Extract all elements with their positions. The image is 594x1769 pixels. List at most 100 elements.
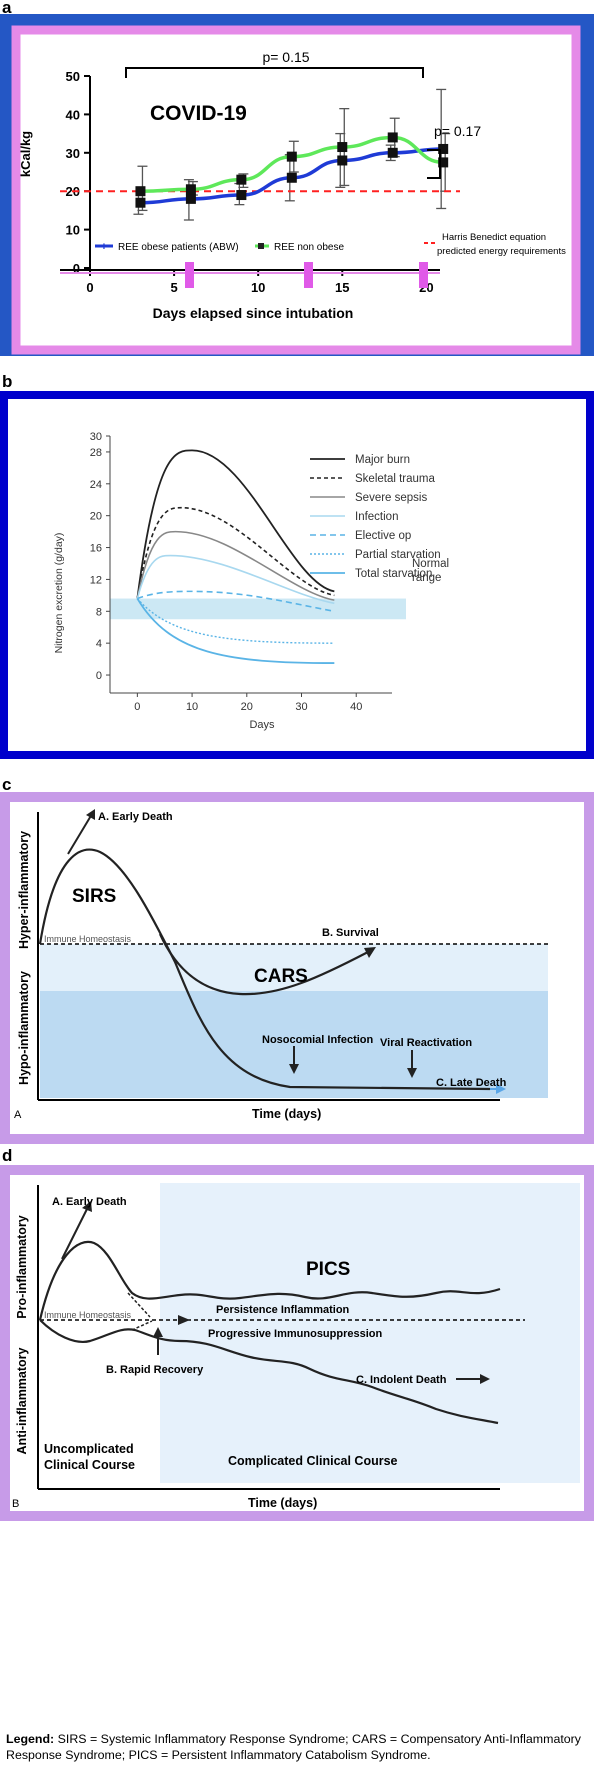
panel-b-curve-skeletal-trauma [136,506,335,599]
panel-a-chart: 0102030405005101520 COVID-19 kCal/kg Day… [0,14,594,356]
nonobese-point [286,151,297,162]
panel-d-complicated-label: Complicated Clinical Course [228,1454,398,1468]
panel-a-xtick-label: 5 [170,280,177,295]
p015-bracket [125,67,424,78]
panel-d-indolent-arrowhead [480,1374,490,1384]
panel-d-uncomplicated-2: Clinical Course [44,1458,135,1472]
panel-b-legend-label: Partial starvation [355,549,441,561]
panel-b-curve-elective-op [137,590,335,613]
nonobese-point [438,157,449,168]
panel-d-pro-recovery-arrow [127,1292,151,1318]
panel-b-xtick-label: 0 [134,701,140,713]
panel-d-progressive-label: Progressive Immunosuppression [208,1328,382,1340]
obese-point [438,143,449,154]
p015-label: p= 0.15 [262,49,309,65]
legend-harris-label: Harris Benedict equation predicted energ… [437,232,566,257]
panel-a-ytick-label: 0 [73,261,80,276]
panel-b-curve-total-starvation [136,598,335,664]
panel-d-pics-label: PICS [306,1259,350,1280]
panel-letter-c: c [2,775,12,794]
legend-obese-marker: + [101,241,107,253]
panel-c-ylabel-bottom: Hypo-inflammatory [17,971,31,1085]
panel-d-corner-label: B [12,1498,19,1510]
panel-d-ylabel-top: Pro-inflammatory [15,1215,29,1319]
panel-d-diagram: A. Early Death PICS Immune Homeostasis P… [0,1165,594,1521]
panel-d-pro-curve [38,1240,501,1321]
panel-d-early-death-arrow [61,1206,89,1260]
panel-c-late-death-label: C. Late Death [436,1077,507,1089]
panel-b-frame [0,391,594,759]
panel-b-xtick-label: 40 [350,701,362,713]
panel-b-ytick-label: 16 [90,543,102,555]
panel-a-xtick-label: 0 [86,280,93,295]
panel-letter-d: d [2,1146,13,1165]
panel-c-homeostasis-label: Immune Homeostasis [44,934,132,944]
panel-c-early-death-arrowhead [86,809,95,820]
obese-point [387,147,398,158]
panel-b-legend-label: Skeletal trauma [355,473,436,485]
panel-b-legend-label: Severe sepsis [355,492,427,504]
panel-b-ytick-label: 28 [90,447,102,459]
panel-b-curve-major-burn [136,449,335,599]
panel-a-xtick-label: 10 [251,280,265,295]
panel-d-homeostasis-arrowhead [178,1315,190,1325]
obese-point [236,190,247,201]
panel-b-curve-partial-starvation [136,598,335,644]
panel-c-nosocomial-label: Nosocomial Infection [262,1034,374,1046]
panel-c-nosocomial-arrowhead [289,1064,299,1074]
p017-label: p= 0.17 [434,123,481,139]
panel-a-title: COVID-19 [150,102,247,125]
normal-range-label-2: range [412,572,441,584]
panel-c-diagram: A. Early Death SIRS Immune Homeostasis C… [0,792,594,1144]
panel-c-viral-arrowhead [407,1068,417,1078]
panel-d-indolent-label: C. Indolent Death [356,1374,447,1386]
panel-b-xlabel: Days [249,719,275,731]
panel-a-ytick-label: 10 [66,223,80,238]
nonobese-point [387,132,398,143]
panel-b-legend-label: Major burn [355,454,410,466]
nonobese-point [135,186,146,197]
panel-a-ytick-label: 40 [66,107,80,122]
panel-b-xtick-label: 20 [241,701,253,713]
panel-d-anti-recovery-arrow [131,1320,153,1331]
normal-range-label-1: Normal [412,558,449,570]
axis-marker-3 [419,262,428,288]
panel-a-xtick-label: 15 [335,280,349,295]
panel-b-ytick-label: 12 [90,574,102,586]
panel-c-sirs-curve [38,848,491,1091]
panel-a-ytick-label: 50 [66,69,80,84]
panel-c-early-death-arrow [67,813,93,855]
legend-nonobese-marker [258,243,264,249]
nonobese-point [236,174,247,185]
panel-b-ylabel: Nitrogen excretion (g/day) [53,533,65,654]
panel-d-early-death-label: A. Early Death [52,1196,127,1208]
panel-letter-b: b [2,372,13,391]
panel-b-legend-label: Elective op [355,530,411,542]
obese-point [185,193,196,204]
panel-b-legend-label: Total starvation [355,568,432,580]
panel-c-hypo-band-light [40,944,548,992]
obese-point [337,155,348,166]
figure-legend: Legend: SIRS = Systemic Inflammatory Res… [6,1731,590,1763]
panel-d-pics-region [160,1183,580,1483]
panel-c-viral-label: Viral Reactivation [380,1037,472,1049]
panel-b-ytick-label: 0 [96,670,102,682]
panel-d-xlabel: Time (days) [248,1496,317,1510]
obese-point [135,197,146,208]
panel-d-rapid-recovery-arrowhead [153,1327,163,1337]
panel-b-xtick-label: 10 [186,701,198,713]
panel-b-ytick-label: 4 [96,638,102,650]
panel-d-uncomplicated-1: Uncomplicated [44,1442,134,1456]
panel-b-curve-severe-sepsis [136,530,335,601]
panel-c-cars-curve [158,933,369,996]
panel-b-ytick-label: 30 [90,431,102,443]
axis-marker-2 [304,262,313,288]
panel-d-anti-curve [39,1319,499,1425]
panel-a-inner [11,25,581,355]
normal-range-band [110,598,406,620]
panel-b-ytick-label: 8 [96,606,102,618]
legend-obese-label: REE obese patients (ABW) [118,242,239,253]
nonobese-point [185,184,196,195]
panel-c-hypo-band [40,991,548,1098]
panel-d-rapid-label: B. Rapid Recovery [106,1364,204,1376]
